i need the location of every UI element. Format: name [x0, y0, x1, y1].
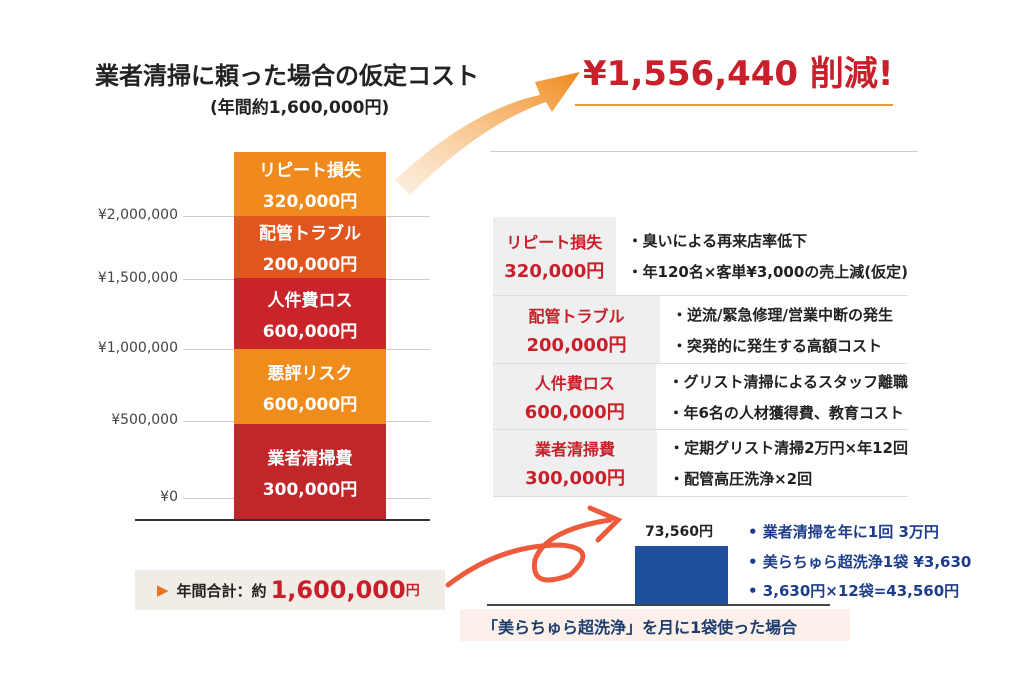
triangle-icon: ▶: [157, 581, 169, 599]
cost-table: リピート損失 320,000円 ・臭いによる再来店率低下 ・年120名×客単¥3,00…: [493, 217, 908, 497]
product-cost-bar: [635, 546, 728, 605]
y-tick-label: ¥2,000,000: [97, 207, 178, 223]
segment-name: 配管トラブル: [259, 224, 361, 244]
product-bullet: • 業者清掃を年に1回 3万円: [748, 523, 939, 541]
up-arrow-icon: [395, 72, 580, 195]
cost-name: 業者清掃費: [535, 440, 616, 459]
note: ・年120名×客単¥3,000の売上減(仮定): [627, 263, 908, 281]
segment-name: 業者清掃費: [267, 449, 353, 469]
total-unit: 円: [405, 583, 420, 599]
cost-label: 業者清掃費 300,000円: [493, 430, 658, 496]
table-row: 業者清掃費 300,000円 ・定期グリスト清掃2万円×年12回 ・配管高圧洗浄×2回: [493, 430, 908, 497]
divider: [575, 104, 893, 106]
cost-value: 300,000円: [525, 468, 626, 489]
note: ・突発的に発生する高額コスト: [672, 336, 883, 355]
cost-notes: ・臭いによる再来店率低下・年120名×客単¥3,000の売上減(仮定): [616, 217, 908, 295]
bar-segment: 人件費ロス 600,000円: [234, 278, 386, 349]
annual-total: ▶ 年間合計：約 1,600,000 円: [135, 570, 445, 610]
cost-notes: ・逆流/緊急修理/営業中断の発生 ・突発的に発生する高額コスト: [660, 296, 908, 363]
product-bullet: • 美らちゅら超洗浄1袋 ¥3,630: [748, 553, 972, 571]
savings-amount: ¥1,556,440 削減!: [583, 54, 894, 94]
segment-name: 人件費ロス: [267, 290, 353, 311]
bar-segment: 悪評リスク 600,000円: [234, 349, 386, 424]
cost-value: 600,000円: [524, 401, 625, 423]
table-row: 人件費ロス 600,000円 ・グリスト清掃によるスタッフ離職 ・年6名の人材獲得費、…: [493, 364, 908, 430]
note: ・定期グリスト清掃2万円×年12回: [669, 439, 908, 457]
total-amount: 1,600,000: [270, 576, 406, 604]
bar-segment: 配管トラブル 200,000円: [234, 216, 386, 278]
cost-value: 200,000円: [526, 334, 627, 356]
table-row: 配管トラブル 200,000円 ・逆流/緊急修理/営業中断の発生 ・突発的に発生する高…: [493, 296, 908, 364]
bar-segment: リピート損失 320,000円: [234, 152, 386, 216]
page-subtitle: (年間約1,600,000円): [210, 98, 390, 118]
segment-value: 300,000円: [262, 480, 358, 500]
note: ・逆流/緊急修理/営業中断の発生: [672, 305, 893, 324]
cost-notes: ・定期グリスト清掃2万円×年12回 ・配管高圧洗浄×2回: [657, 430, 908, 496]
segment-name: 悪評リスク: [267, 363, 353, 384]
x-axis: [135, 519, 430, 521]
note: ・年6名の人材獲得費、教育コスト: [668, 403, 904, 422]
product-bullet: • 3,630円×12袋=43,560円: [748, 582, 960, 600]
cost-notes: ・グリスト清掃によるスタッフ離職 ・年6名の人材獲得費、教育コスト: [656, 364, 908, 429]
y-tick-label: ¥1,500,000: [97, 270, 178, 286]
cost-label: 人件費ロス 600,000円: [493, 364, 657, 429]
y-tick-label: ¥500,000: [111, 412, 178, 428]
cost-value: 320,000円: [504, 261, 605, 282]
total-prefix: 年間合計：約: [176, 581, 267, 600]
cost-label: リピート損失 320,000円: [493, 217, 616, 295]
segment-value: 600,000円: [262, 394, 358, 415]
cost-name: 人件費ロス: [534, 373, 615, 393]
note: ・配管高圧洗浄×2回: [669, 470, 813, 488]
segment-name: リピート損失: [259, 161, 361, 181]
cost-name: リピート損失: [506, 233, 603, 252]
segment-value: 600,000円: [262, 321, 358, 342]
note: ・グリスト清掃によるスタッフ離職: [668, 372, 908, 391]
divider: [490, 151, 918, 152]
table-row: リピート損失 320,000円 ・臭いによる再来店率低下 ・年120名×客単¥3,00…: [493, 217, 908, 296]
x-axis: [487, 604, 830, 606]
curved-arrow-icon: [445, 517, 613, 588]
cost-label: 配管トラブル 200,000円: [493, 296, 660, 363]
note: ・臭いによる再来店率低下: [627, 232, 808, 250]
cost-name: 配管トラブル: [528, 306, 625, 326]
product-caption: 「美らちゅら超洗浄」を月に1袋使った場合: [460, 609, 850, 641]
segment-value: 320,000円: [262, 192, 358, 212]
bar-label: 73,560円: [645, 524, 714, 540]
segment-value: 200,000円: [262, 255, 358, 275]
bar-segment: 業者清掃費 300,000円: [234, 424, 386, 520]
page-title: 業者清掃に頼った場合の仮定コスト: [95, 62, 479, 90]
y-tick-label: ¥0: [160, 489, 178, 505]
y-tick-label: ¥1,000,000: [97, 340, 178, 356]
